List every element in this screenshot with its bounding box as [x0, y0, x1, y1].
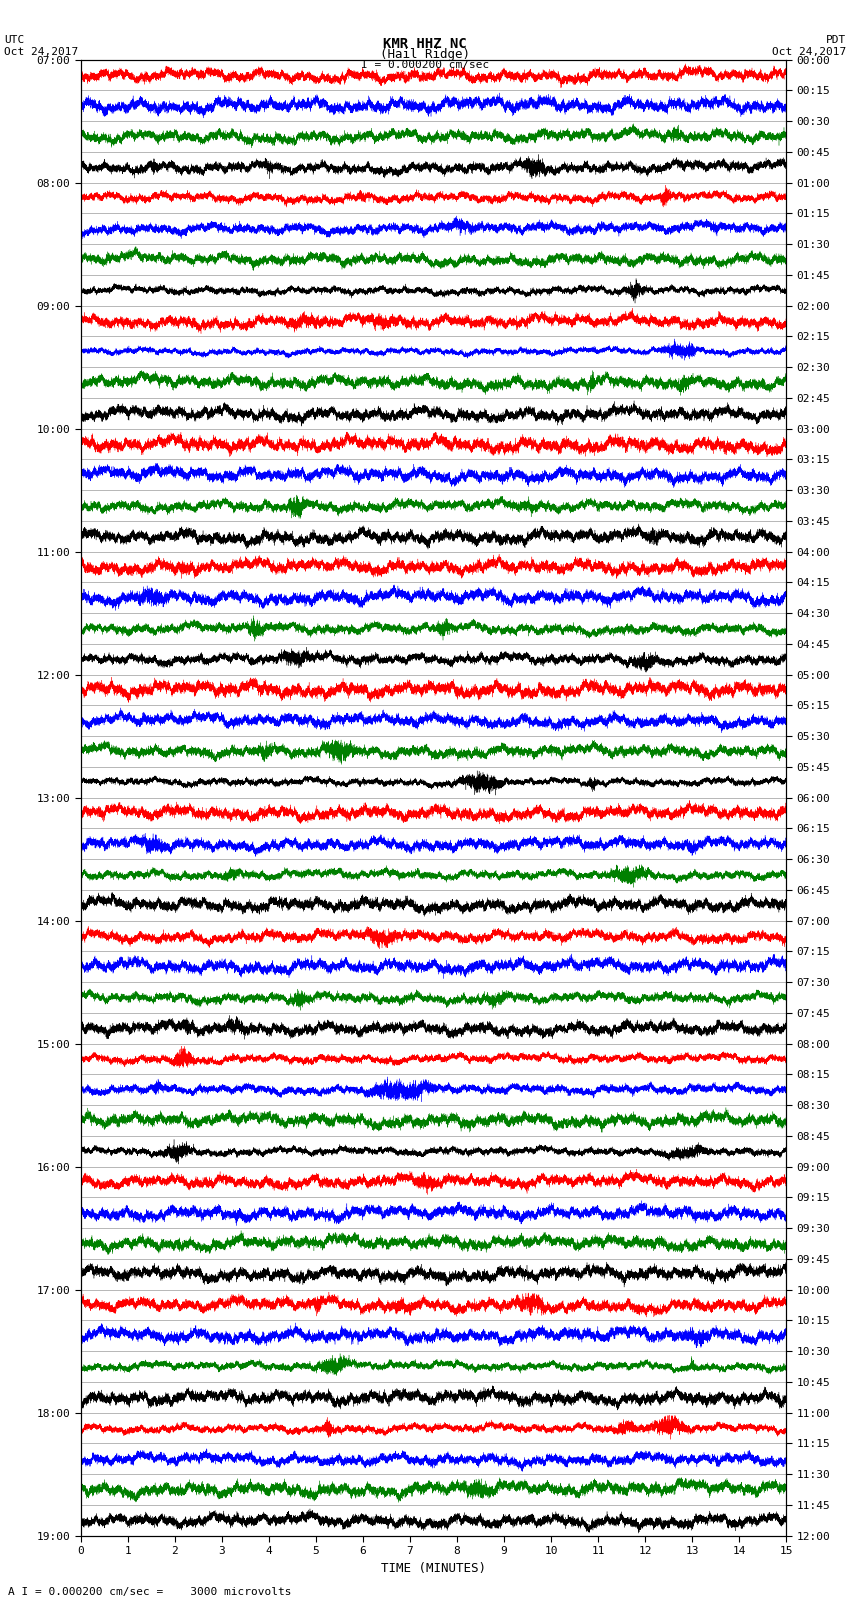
Text: A I = 0.000200 cm/sec =    3000 microvolts: A I = 0.000200 cm/sec = 3000 microvolts — [8, 1587, 292, 1597]
Text: Oct 24,2017: Oct 24,2017 — [4, 47, 78, 56]
X-axis label: TIME (MINUTES): TIME (MINUTES) — [381, 1561, 486, 1574]
Text: KMR HHZ NC: KMR HHZ NC — [383, 37, 467, 52]
Text: PDT: PDT — [825, 35, 846, 45]
Text: UTC: UTC — [4, 35, 25, 45]
Text: I = 0.000200 cm/sec: I = 0.000200 cm/sec — [361, 60, 489, 69]
Text: (Hail Ridge): (Hail Ridge) — [380, 48, 470, 61]
Text: Oct 24,2017: Oct 24,2017 — [772, 47, 846, 56]
